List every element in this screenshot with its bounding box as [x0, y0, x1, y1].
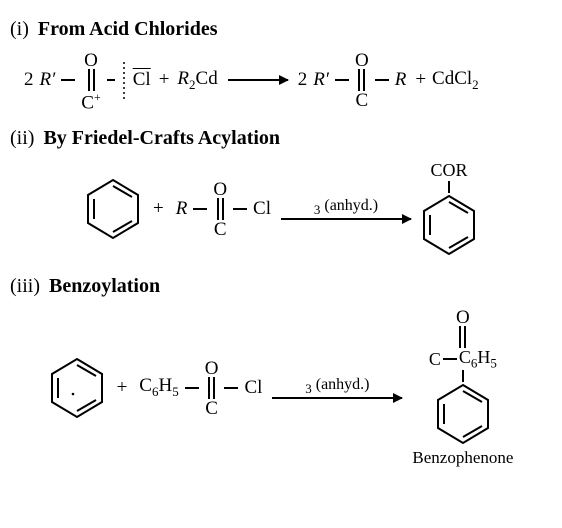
heading-title-2: By Friedel-Crafts Acylation [43, 127, 280, 149]
carbonyl-group-2: O C [355, 51, 369, 109]
double-bond-icon [358, 69, 365, 91]
bond-icon [224, 387, 238, 389]
bond-icon [193, 208, 207, 210]
cor-substituent: COR [430, 160, 467, 193]
heading-num-1: (i) [10, 18, 29, 40]
r-prime-2: R′ [313, 69, 329, 91]
atom-o: O [213, 180, 227, 198]
benzophenone-product: O C C6H5 Benzophenone [412, 308, 513, 468]
heading-num-2: (ii) [10, 127, 34, 149]
benzene-ring-icon [435, 382, 491, 446]
r2cd: R2Cd [177, 68, 217, 93]
bond-icon [185, 387, 199, 389]
phenyl-c6h5-2: C6H5 [459, 348, 497, 370]
bond-icon [448, 181, 450, 193]
bond-icon [335, 79, 349, 81]
atom-cl: Cl [253, 198, 271, 220]
heading-num-3: (iii) [10, 275, 40, 297]
carbonyl-group-5: O C C6H5 [429, 308, 497, 370]
coef-2: 2 [24, 69, 34, 91]
arrow-1 [228, 79, 288, 81]
c-c6h5-row: C C6H5 [429, 348, 497, 370]
double-bond-icon [459, 326, 466, 348]
bond-icon [233, 208, 247, 210]
arrow-icon [272, 397, 402, 399]
plus-sign: + [153, 198, 164, 220]
heading-acid-chlorides: (i) From Acid Chlorides [10, 18, 552, 41]
heading-title-1: From Acid Chlorides [38, 18, 218, 40]
atom-o: O [355, 51, 369, 69]
heading-title-3: Benzoylation [49, 275, 160, 297]
coc6h5-substituent: O C C6H5 [429, 308, 497, 382]
arrow-2: 3 (anhyd.) [281, 197, 411, 220]
atom-c: C [205, 399, 218, 417]
double-bond-icon [88, 69, 95, 91]
atom-o: O [205, 359, 219, 377]
carbonyl-group: O C+ [81, 51, 100, 109]
r-group: R [395, 69, 407, 91]
benzene-reactant [85, 177, 141, 241]
plus-sign: + [117, 377, 128, 399]
arrow-icon [228, 79, 288, 81]
atom-c: C [214, 220, 227, 238]
r-group: R [176, 198, 188, 220]
arrow-3: 3 (anhyd.) [272, 376, 402, 399]
reagent-alcl3-2: 3 (anhyd.) [305, 376, 369, 397]
benzene-ring-icon [49, 356, 105, 420]
double-bond-icon [208, 377, 215, 399]
plus-sign: + [159, 69, 170, 91]
bond-icon [375, 79, 389, 81]
benzophenone-caption: Benzophenone [412, 448, 513, 468]
benzene-ring-icon [421, 193, 477, 257]
phenyl-c6h5: C6H5 [139, 375, 178, 400]
benzene-product-cor: COR [421, 160, 477, 257]
atom-cl: Cl [244, 377, 262, 399]
heading-friedel-crafts: (ii) By Friedel-Crafts Acylation [10, 127, 552, 150]
reaction-1: 2 R′ O C+ Cl + R2Cd 2 R′ O C R + CdCl2 [10, 51, 552, 109]
atom-c: C+ [81, 91, 100, 109]
benzene-ring-icon [85, 177, 141, 241]
reagent-alcl3: 3 (anhyd.) [314, 197, 378, 218]
carbonyl-group-4: O C [205, 359, 219, 417]
atom-c: C [355, 91, 368, 109]
benzene-reactant-2 [49, 356, 105, 420]
coef-2b: 2 [298, 69, 308, 91]
atom-o: O [84, 51, 98, 69]
cdcl2: CdCl2 [432, 68, 479, 93]
reaction-2: + R O C Cl 3 (anhyd.) COR [10, 160, 552, 257]
bond-icon [61, 79, 75, 81]
cleavage-dots-icon [121, 58, 127, 102]
reaction-3: + C6H5 O C Cl 3 (anhyd.) O C C6H5 [10, 308, 552, 468]
plus-sign: + [415, 69, 426, 91]
heading-benzoylation: (iii) Benzoylation [10, 275, 552, 298]
carbonyl-group-3: O C [213, 180, 227, 238]
double-bond-icon [217, 198, 224, 220]
atom-o: O [456, 308, 470, 326]
bond-icon [107, 79, 115, 81]
bond-icon [443, 358, 457, 360]
arrow-icon [281, 218, 411, 220]
r-prime-1: R′ [40, 69, 56, 91]
bond-icon [462, 370, 464, 382]
chloride-ion: Cl [133, 69, 151, 91]
